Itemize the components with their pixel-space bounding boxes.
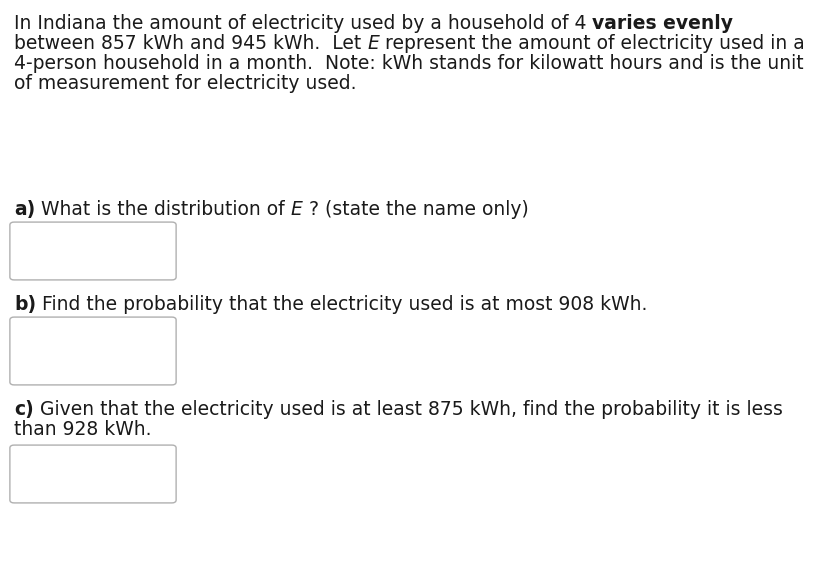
Text: In Indiana the amount of electricity used by a household of 4: In Indiana the amount of electricity use… bbox=[14, 14, 593, 33]
FancyBboxPatch shape bbox=[10, 317, 176, 385]
Text: Find the probability that the electricity used is at most 908 kWh.: Find the probability that the electricit… bbox=[36, 295, 648, 314]
Text: between 857 kWh and 945 kWh.  Let: between 857 kWh and 945 kWh. Let bbox=[14, 34, 367, 53]
Text: a): a) bbox=[14, 200, 35, 219]
Text: represent the amount of electricity used in a: represent the amount of electricity used… bbox=[379, 34, 805, 53]
Text: b): b) bbox=[14, 295, 36, 314]
Text: E: E bbox=[291, 200, 303, 219]
Text: Given that the electricity used is at least 875 kWh, find the probability it is : Given that the electricity used is at le… bbox=[34, 400, 783, 419]
Text: c): c) bbox=[14, 400, 34, 419]
Text: varies evenly: varies evenly bbox=[593, 14, 733, 33]
Text: 4-person household in a month.  Note: kWh stands for kilowatt hours and is the u: 4-person household in a month. Note: kWh… bbox=[14, 54, 803, 73]
FancyBboxPatch shape bbox=[10, 222, 176, 280]
FancyBboxPatch shape bbox=[10, 445, 176, 503]
Text: E: E bbox=[367, 34, 379, 53]
Text: What is the distribution of: What is the distribution of bbox=[35, 200, 291, 219]
Text: ? (state the name only): ? (state the name only) bbox=[303, 200, 528, 219]
Text: than 928 kWh.: than 928 kWh. bbox=[14, 420, 151, 439]
Text: of measurement for electricity used.: of measurement for electricity used. bbox=[14, 74, 356, 93]
